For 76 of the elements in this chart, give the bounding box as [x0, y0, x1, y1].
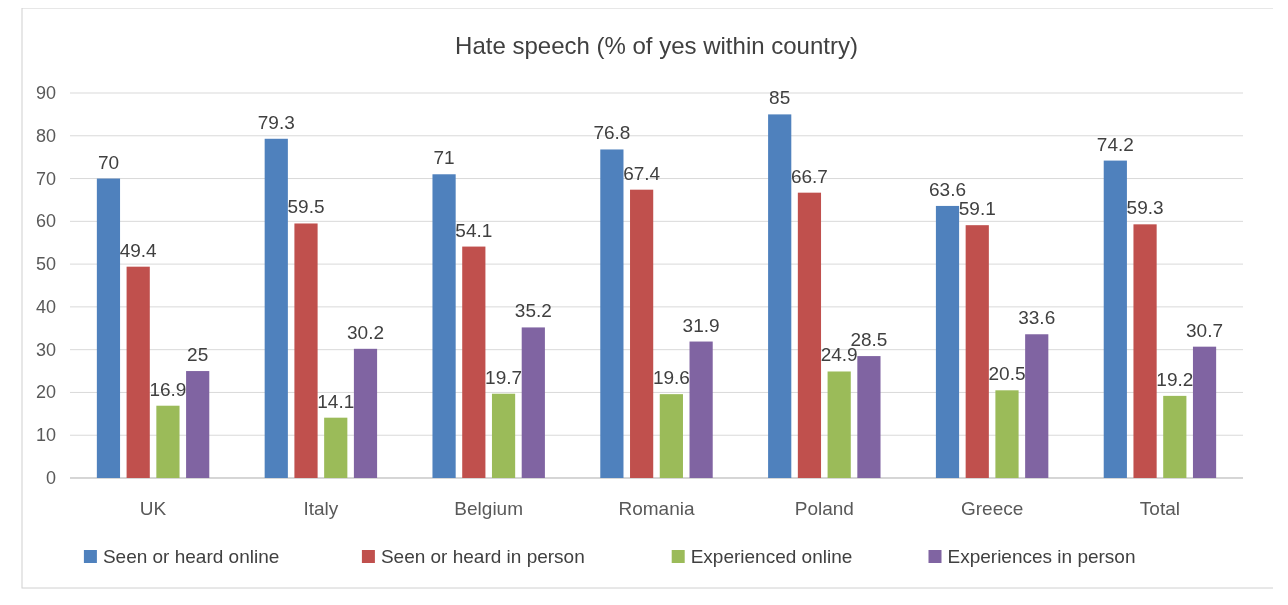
bar	[156, 405, 180, 478]
bar	[827, 371, 851, 478]
legend-label: Experienced online	[690, 546, 853, 567]
bar	[1025, 334, 1049, 478]
data-label: 30.7	[1186, 319, 1224, 341]
data-label: 49.4	[119, 239, 158, 261]
y-tick-label: 90	[35, 83, 56, 103]
bar	[935, 205, 960, 478]
data-label: 20.5	[988, 363, 1026, 385]
bar	[96, 178, 121, 478]
bar	[294, 223, 318, 478]
x-tick-label: Italy	[303, 498, 339, 519]
y-tick-label: 10	[35, 425, 56, 446]
bar	[995, 390, 1019, 478]
data-label: 76.8	[593, 122, 631, 144]
bar	[126, 266, 150, 478]
chart-title: Hate speech (% of yes within country)	[455, 32, 858, 59]
data-label: 85	[769, 87, 791, 109]
bar	[965, 225, 989, 478]
data-label: 14.1	[317, 390, 355, 412]
data-label: 25	[187, 344, 209, 366]
bar	[264, 138, 288, 478]
x-tick-label: Total	[1139, 498, 1180, 519]
bar	[491, 393, 516, 478]
bar	[630, 189, 654, 478]
data-label: 16.9	[149, 378, 187, 400]
y-tick-label: 0	[45, 468, 56, 488]
data-label: 71	[433, 147, 455, 169]
data-label: 66.7	[790, 165, 828, 187]
bar	[432, 174, 456, 478]
data-label: 54.1	[455, 219, 493, 241]
bar	[324, 417, 348, 478]
data-label: 59.5	[287, 196, 325, 218]
data-label: 33.6	[1018, 307, 1056, 329]
bar	[186, 371, 210, 478]
data-label: 30.2	[347, 321, 384, 343]
legend-label: Experiences in person	[947, 546, 1136, 567]
y-tick-label: 30	[35, 339, 56, 360]
data-label: 67.4	[623, 162, 661, 184]
bar	[521, 327, 545, 478]
data-label: 31.9	[682, 314, 720, 336]
y-tick-label: 40	[35, 296, 56, 317]
bar	[659, 394, 683, 478]
bar	[600, 149, 624, 478]
bar	[689, 341, 713, 478]
data-label: 59.3	[1126, 197, 1164, 219]
bar	[353, 348, 378, 478]
bar	[857, 356, 881, 478]
y-tick-label: 50	[35, 254, 56, 275]
data-label: 19.7	[485, 366, 523, 388]
bar	[797, 192, 822, 478]
bar	[1133, 224, 1157, 478]
y-tick-label: 80	[35, 125, 56, 146]
bar	[768, 114, 792, 478]
y-tick-label: 70	[35, 168, 56, 189]
y-tick-label: 20	[35, 382, 56, 403]
data-label: 63.6	[929, 178, 966, 200]
data-label: 74.2	[1096, 133, 1134, 155]
x-tick-label: Greece	[960, 498, 1024, 519]
legend-label: Seen or heard in person	[380, 546, 585, 567]
bar	[1192, 346, 1217, 478]
x-tick-label: Poland	[794, 498, 854, 519]
data-label: 59.1	[958, 198, 996, 220]
data-label: 70	[97, 151, 120, 173]
y-tick-label: 60	[35, 211, 56, 232]
legend-label: Seen or heard online	[102, 546, 280, 567]
data-label: 19.6	[652, 367, 690, 389]
data-label: 35.2	[514, 300, 552, 322]
x-tick-label: Romania	[618, 498, 695, 519]
bar	[1163, 395, 1187, 478]
bar	[462, 246, 486, 478]
data-label: 19.2	[1156, 368, 1194, 390]
bar	[1103, 160, 1127, 478]
x-tick-label: UK	[139, 498, 167, 519]
data-label: 79.3	[257, 111, 295, 133]
x-tick-label: Belgium	[454, 498, 524, 519]
